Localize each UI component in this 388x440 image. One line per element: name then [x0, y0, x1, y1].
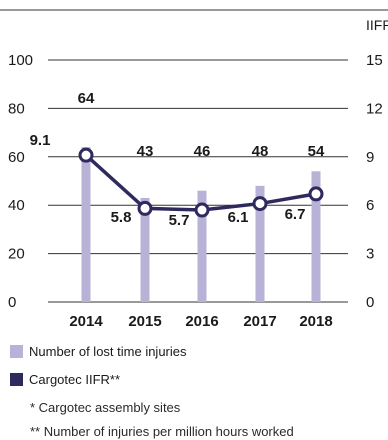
legend-swatch-line: [10, 372, 23, 386]
x-axis-tick-label: 2015: [128, 313, 161, 330]
left-axis-tick-label: 100: [8, 52, 33, 69]
legend-item-iifr: Cargotec IIFR**: [10, 371, 120, 387]
iifr-point: [308, 186, 324, 202]
left-axis-tick-label: 0: [8, 294, 16, 311]
iifr-point: [137, 200, 153, 216]
bar: [81, 147, 91, 302]
footnote-iifr-definition: ** Number of injuries per million hours …: [30, 424, 294, 439]
bar-data-label: 54: [308, 143, 325, 160]
x-axis-tick-label: 2014: [69, 313, 103, 330]
right-axis-tick-label: 3: [366, 246, 374, 263]
bar-data-label: 48: [252, 143, 269, 160]
right-axis-tick-label: 12: [366, 100, 383, 117]
right-axis-title: IIFR: [366, 17, 388, 33]
bar: [255, 185, 265, 302]
bar-data-label: 43: [137, 143, 154, 160]
right-axis-tick-label: 15: [366, 52, 383, 69]
left-axis-tick-label: 20: [8, 246, 25, 263]
left-axis-tick-label: 80: [8, 100, 25, 117]
iifr-data-label: 6.1: [228, 209, 249, 226]
left-axis-tick-label: 40: [8, 197, 25, 214]
x-axis-tick-label: 2017: [243, 313, 276, 330]
footnote-assembly-sites: * Cargotec assembly sites: [30, 400, 181, 415]
legend-item-lost-time-injuries: Number of lost time injuries: [10, 343, 187, 359]
bar-data-label: 64: [78, 90, 95, 107]
iifr-data-label: 5.7: [169, 212, 190, 229]
right-axis-tick-label: 0: [366, 294, 374, 311]
legend-swatch-bar: [10, 344, 23, 358]
left-axis-tick-label: 60: [8, 149, 25, 166]
legend-label-iifr: Cargotec IIFR**: [29, 371, 121, 387]
iifr-point: [78, 147, 94, 163]
right-axis-tick-label: 9: [366, 149, 374, 166]
chart: IIFR 0 0 20 3 40 6 60 9 80 12 100 15 2014 2015 2016 2017…: [0, 9, 388, 330]
iifr-data-label: 6.7: [285, 206, 306, 223]
bar: [311, 171, 321, 302]
iifr-data-label: 9.1: [30, 132, 51, 149]
iifr-data-label: 5.8: [111, 209, 132, 226]
x-axis-tick-label: 2016: [185, 313, 218, 330]
right-axis-tick-label: 6: [366, 197, 374, 214]
bar: [197, 190, 207, 302]
bar: [140, 197, 150, 302]
iifr-point: [252, 196, 268, 212]
legend-label-lost-time-injuries: Number of lost time injuries: [29, 343, 187, 359]
bar-data-label: 46: [194, 143, 211, 160]
x-axis-tick-label: 2018: [299, 313, 332, 330]
iifr-point: [194, 202, 210, 218]
